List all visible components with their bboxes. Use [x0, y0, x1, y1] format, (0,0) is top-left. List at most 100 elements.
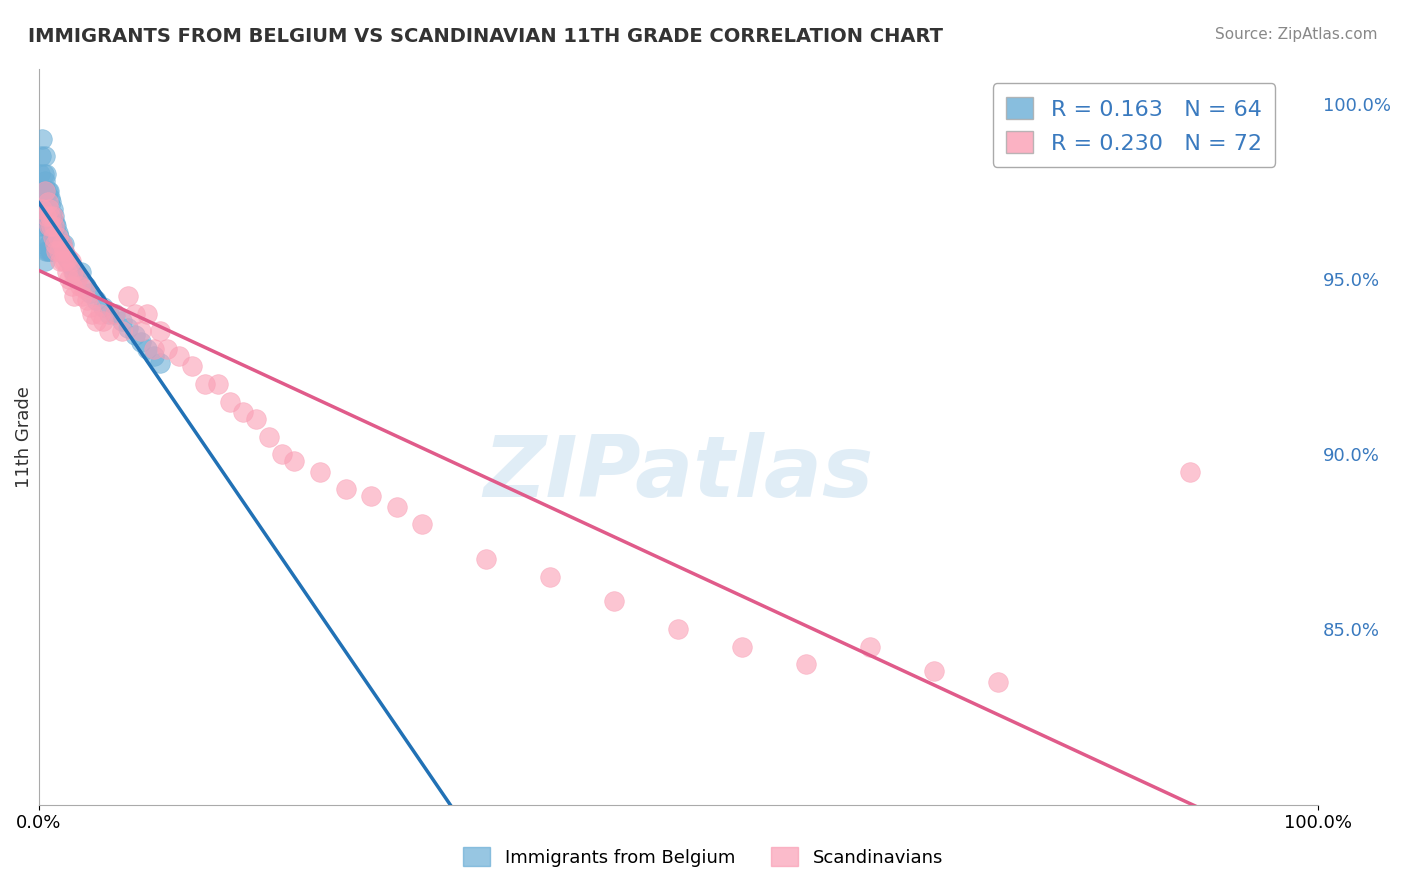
Point	[89, 307, 111, 321]
Point	[136, 342, 159, 356]
Point	[385, 500, 408, 514]
Point	[56, 251, 79, 265]
Point	[309, 465, 332, 479]
Point	[859, 640, 882, 654]
Point	[31, 131, 53, 145]
Point	[41, 219, 63, 234]
Point	[257, 429, 280, 443]
Point	[538, 570, 561, 584]
Point	[52, 244, 75, 258]
Point	[922, 665, 945, 679]
Point	[55, 247, 77, 261]
Point	[31, 219, 53, 234]
Point	[37, 219, 59, 234]
Point	[124, 327, 146, 342]
Text: ZIPatlas: ZIPatlas	[484, 432, 873, 515]
Legend: R = 0.163   N = 64, R = 0.230   N = 72: R = 0.163 N = 64, R = 0.230 N = 72	[993, 83, 1275, 167]
Point	[45, 219, 67, 234]
Point	[232, 405, 254, 419]
Point	[39, 244, 62, 258]
Point	[79, 300, 101, 314]
Point	[58, 272, 80, 286]
Point	[42, 209, 65, 223]
Point	[34, 184, 56, 198]
Point	[37, 202, 59, 216]
Point	[39, 191, 62, 205]
Point	[60, 278, 83, 293]
Point	[32, 184, 55, 198]
Point	[48, 229, 70, 244]
Point	[219, 394, 242, 409]
Point	[270, 447, 292, 461]
Point	[207, 377, 229, 392]
Point	[31, 202, 53, 216]
Point	[41, 202, 63, 216]
Point	[104, 307, 127, 321]
Point	[35, 244, 58, 258]
Text: IMMIGRANTS FROM BELGIUM VS SCANDINAVIAN 11TH GRADE CORRELATION CHART: IMMIGRANTS FROM BELGIUM VS SCANDINAVIAN …	[28, 27, 943, 45]
Point	[28, 167, 51, 181]
Point	[38, 202, 60, 216]
Text: Source: ZipAtlas.com: Source: ZipAtlas.com	[1215, 27, 1378, 42]
Point	[37, 244, 59, 258]
Point	[62, 265, 84, 279]
Point	[794, 657, 817, 672]
Point	[38, 236, 60, 251]
Point	[84, 314, 107, 328]
Point	[731, 640, 754, 654]
Point	[42, 219, 65, 234]
Point	[194, 377, 217, 392]
Point	[34, 229, 56, 244]
Point	[335, 482, 357, 496]
Point	[69, 265, 91, 279]
Legend: Immigrants from Belgium, Scandinavians: Immigrants from Belgium, Scandinavians	[456, 840, 950, 874]
Point	[169, 349, 191, 363]
Point	[49, 254, 72, 268]
Point	[91, 300, 114, 314]
Point	[59, 254, 82, 268]
Point	[39, 219, 62, 234]
Point	[35, 167, 58, 181]
Point	[124, 307, 146, 321]
Point	[52, 254, 75, 268]
Point	[245, 412, 267, 426]
Point	[37, 184, 59, 198]
Point	[46, 229, 69, 244]
Point	[44, 236, 66, 251]
Point	[91, 314, 114, 328]
Point	[411, 517, 433, 532]
Point	[55, 251, 77, 265]
Point	[59, 258, 82, 272]
Point	[66, 272, 89, 286]
Point	[41, 227, 63, 241]
Point	[475, 552, 498, 566]
Point	[55, 265, 77, 279]
Point	[97, 307, 120, 321]
Point	[34, 202, 56, 216]
Point	[44, 236, 66, 251]
Point	[111, 325, 134, 339]
Point	[41, 219, 63, 234]
Point	[149, 325, 172, 339]
Point	[46, 227, 69, 241]
Point	[79, 285, 101, 300]
Point	[142, 342, 165, 356]
Point	[136, 307, 159, 321]
Point	[41, 229, 63, 244]
Point	[32, 167, 55, 181]
Point	[155, 342, 177, 356]
Point	[360, 489, 382, 503]
Point	[34, 174, 56, 188]
Point	[35, 209, 58, 223]
Point	[104, 307, 127, 321]
Point	[76, 293, 98, 307]
Point	[66, 272, 89, 286]
Point	[53, 236, 76, 251]
Point	[603, 594, 626, 608]
Point	[34, 254, 56, 268]
Point	[987, 675, 1010, 690]
Point	[129, 325, 152, 339]
Point	[84, 293, 107, 307]
Point	[35, 219, 58, 234]
Point	[31, 202, 53, 216]
